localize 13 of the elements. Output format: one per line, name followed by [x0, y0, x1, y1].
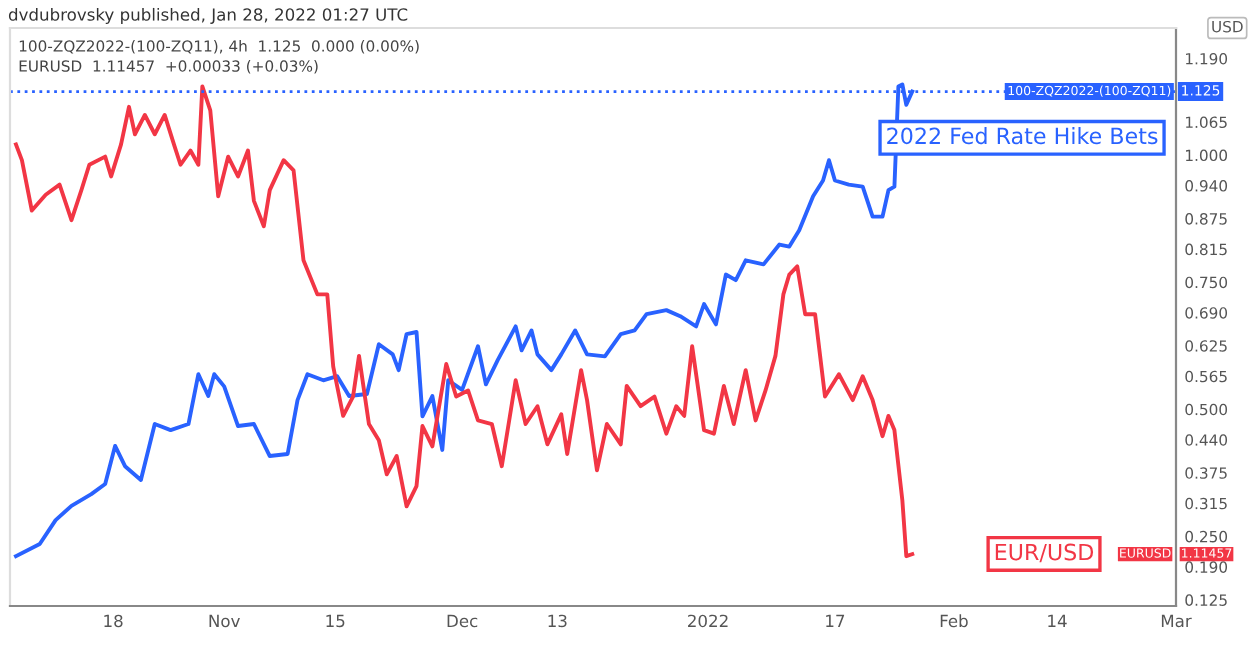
text: dvdubrovsky published, Jan 28, 2022 01:27 UTC	[8, 7, 408, 25]
x-tick-label: 15	[326, 614, 345, 628]
series-label: 2022 Fed Rate Hike Bets	[887, 127, 1158, 145]
x-tick-label: 2022	[688, 614, 728, 628]
x-tick-label: Mar	[1161, 614, 1192, 628]
x-tick-label: Nov	[209, 614, 240, 628]
legend-label: EUR/USD	[995, 543, 1094, 563]
x-tick-label: 18	[104, 614, 123, 628]
x-tick-label: 17	[826, 614, 845, 627]
x-tick-label: 14	[1048, 614, 1067, 627]
x-tick-label: 13	[548, 614, 567, 628]
x-tick-label: Feb	[940, 614, 968, 628]
x-tick-label: Dec	[447, 614, 478, 628]
